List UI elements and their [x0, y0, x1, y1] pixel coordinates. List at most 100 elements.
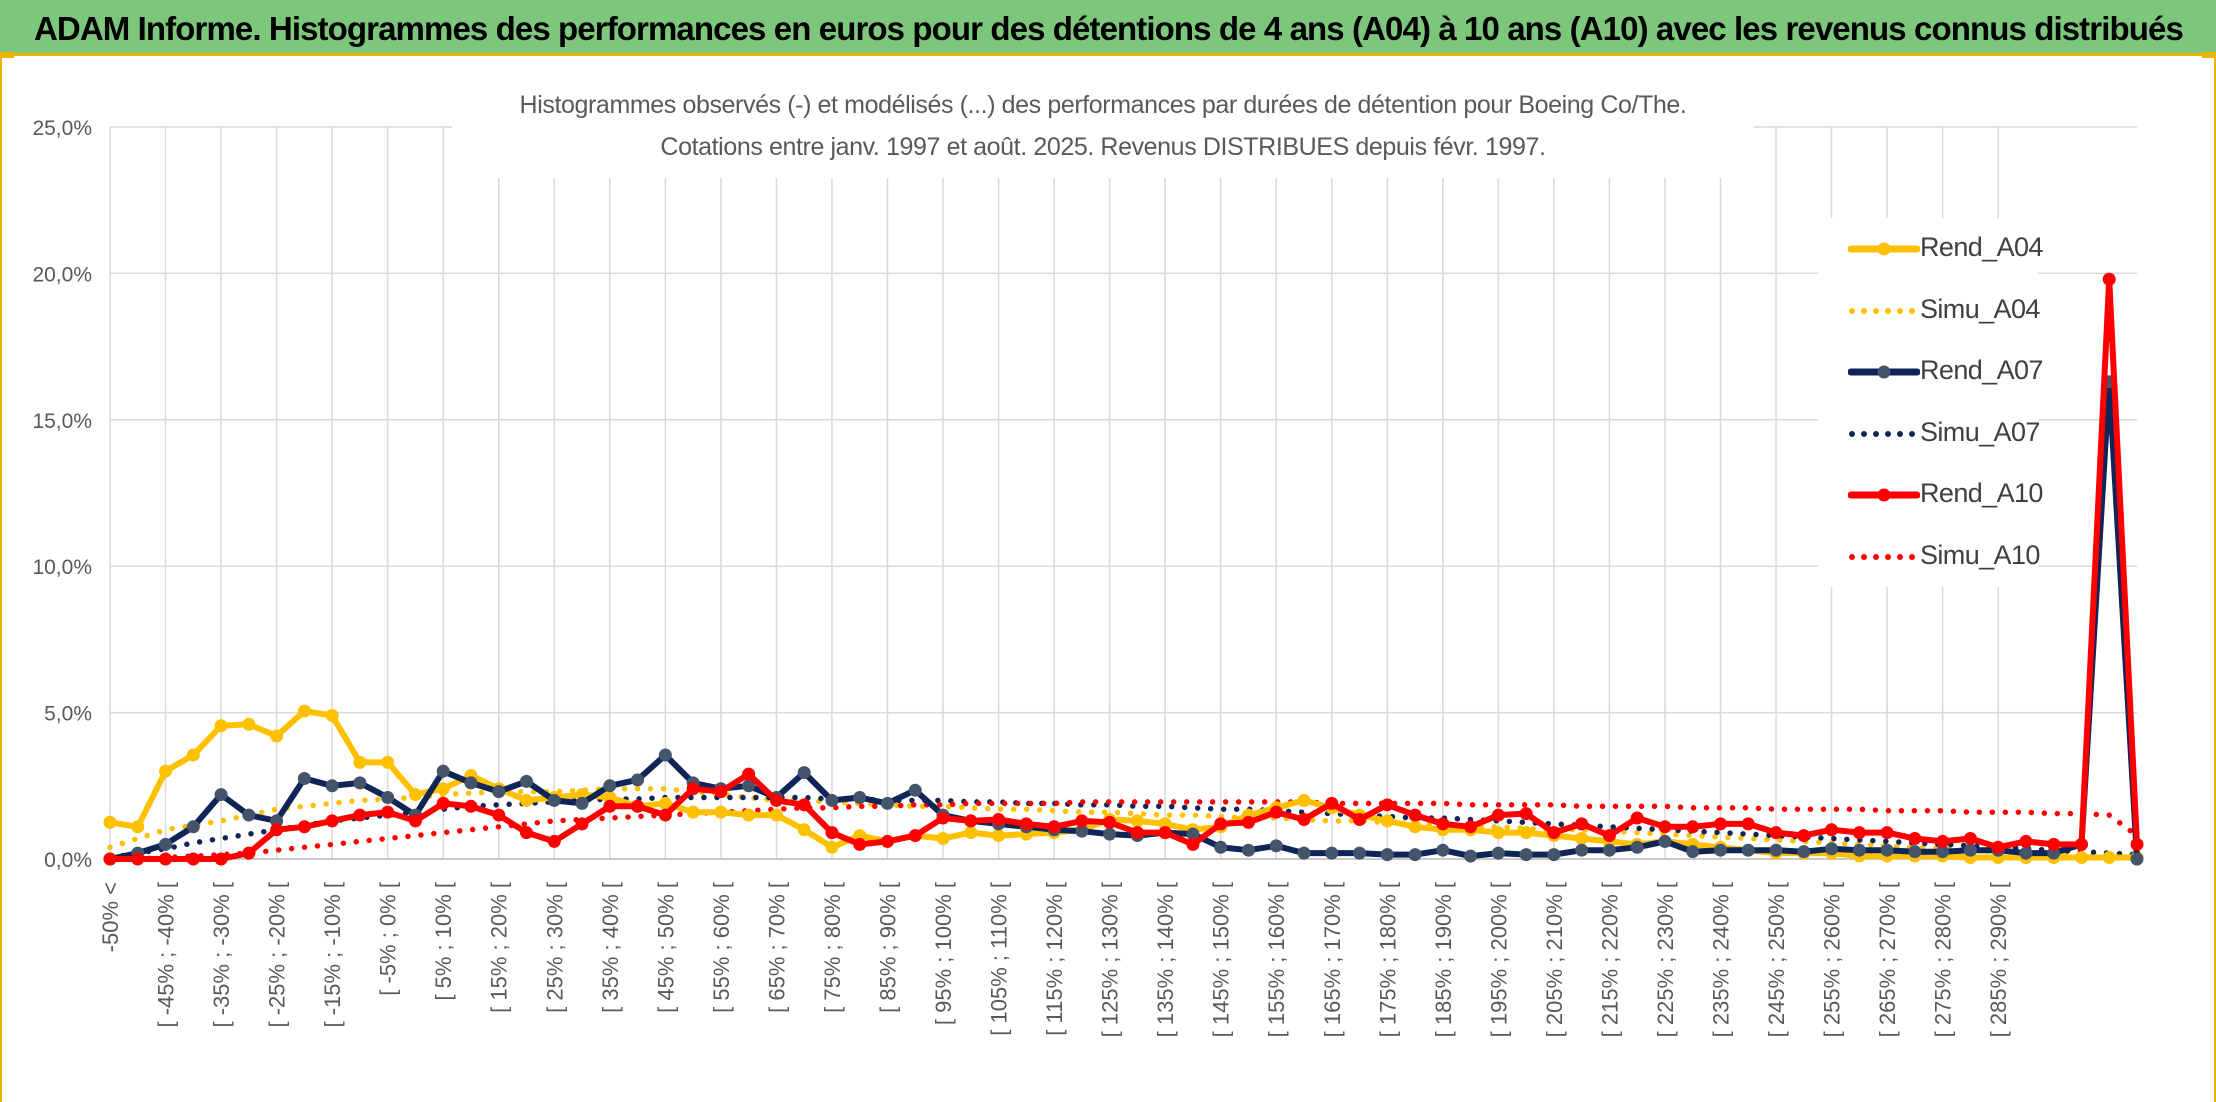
data-point-rend-a04 — [797, 823, 811, 837]
data-point-rend-a04 — [159, 764, 173, 778]
data-point-rend-a10 — [992, 812, 1006, 826]
legend-symbol-simu-a10 — [1849, 553, 1919, 560]
x-tick-label: [ 235% ; 240% [ — [1708, 882, 1733, 1037]
x-tick-label: [ 75% ; 80% [ — [820, 882, 845, 1013]
frame-corner-left — [0, 52, 14, 58]
x-tick-label: [ 45% ; 50% [ — [653, 882, 678, 1013]
data-point-rend-a10 — [325, 814, 339, 828]
data-point-rend-a10 — [1019, 817, 1033, 831]
x-tick-label: [ 265% ; 270% [ — [1875, 882, 1900, 1037]
data-point-rend-a07 — [1408, 848, 1422, 862]
data-point-rend-a04 — [2102, 851, 2116, 865]
data-point-rend-a04 — [1130, 814, 1144, 828]
data-point-rend-a04 — [325, 709, 339, 723]
data-point-rend-a07 — [742, 779, 756, 793]
x-tick-label: [ 115% ; 120% [ — [1042, 882, 1067, 1036]
data-point-rend-a10 — [1797, 829, 1811, 843]
frame-border-left — [0, 56, 2, 1102]
x-tick-label: [ 275% ; 280% [ — [1931, 882, 1956, 1037]
x-axis-ticks: -50% < [ -45% ; -40% [[ -35% ; -30% [[ -2… — [98, 882, 2011, 1037]
data-point-rend-a10 — [714, 785, 728, 799]
legend-label: Rend_A04 — [1920, 232, 2043, 262]
data-point-rend-a04 — [131, 820, 145, 834]
data-point-rend-a10 — [2102, 272, 2116, 286]
data-point-rend-a04 — [992, 829, 1006, 843]
data-point-rend-a10 — [908, 829, 922, 843]
data-point-rend-a07 — [1908, 845, 1922, 859]
series-line-simu-a10 — [107, 799, 2140, 862]
x-tick-label: [ 255% ; 260% [ — [1820, 882, 1845, 1037]
x-tick-label: [ 85% ; 90% [ — [875, 882, 900, 1013]
data-point-rend-a10 — [520, 826, 534, 840]
legend-label: Simu_A07 — [1920, 416, 2040, 447]
data-point-rend-a07 — [214, 788, 228, 802]
data-point-rend-a04 — [2074, 851, 2088, 865]
x-tick-label: [ 175% ; 180% [ — [1375, 882, 1400, 1037]
data-point-rend-a10 — [880, 834, 894, 848]
chart-title-line1: Histogrammes observés (-) et modélisés (… — [519, 91, 1687, 119]
x-tick-label: [ -25% ; -20% [ — [265, 882, 290, 1028]
data-point-rend-a07 — [492, 785, 506, 799]
data-point-rend-a04 — [769, 808, 783, 822]
x-tick-label: [ 105% ; 110% [ — [987, 882, 1012, 1036]
data-point-rend-a10 — [2047, 837, 2061, 851]
data-point-rend-a10 — [1353, 812, 1367, 826]
data-point-rend-a04 — [1380, 814, 1394, 828]
data-point-rend-a10 — [1963, 832, 1977, 846]
data-point-rend-a07 — [1241, 843, 1255, 857]
x-tick-label: [ 135% ; 140% [ — [1153, 882, 1178, 1037]
data-point-rend-a10 — [797, 798, 811, 812]
legend-item-simu-a07: Simu_A07 — [1818, 403, 2040, 465]
histogram-chart: 0,0% 5,0% 10,0% 15,0% 20,0% 25,0% -50% < [ -45… — [32, 117, 2144, 1037]
data-point-rend-a10 — [1130, 826, 1144, 840]
data-point-rend-a07 — [242, 808, 256, 822]
data-point-rend-a10 — [1575, 817, 1589, 831]
data-point-rend-a04 — [103, 815, 117, 829]
x-tick-label: [ 95% ; 100% [ — [931, 882, 956, 1025]
legend-symbol-simu-a07 — [1849, 430, 1919, 437]
data-point-rend-a10 — [575, 817, 589, 831]
x-tick-label: -50% < — [98, 882, 123, 952]
y-axis-ticks: 0,0% 5,0% 10,0% 15,0% 20,0% 25,0% — [32, 117, 92, 872]
legend-symbol-rend-a07 — [1848, 365, 1920, 379]
data-point-rend-a04 — [825, 840, 839, 854]
data-point-rend-a10 — [1408, 808, 1422, 822]
data-point-rend-a04 — [936, 832, 950, 846]
data-point-rend-a10 — [1741, 817, 1755, 831]
data-point-rend-a04 — [520, 793, 534, 807]
x-tick-label: [ 215% ; 220% [ — [1597, 882, 1622, 1037]
frame-border-right — [2214, 56, 2216, 1102]
data-point-rend-a07 — [825, 793, 839, 807]
data-point-rend-a07 — [1464, 849, 1478, 863]
data-point-rend-a07 — [1797, 845, 1811, 859]
data-point-rend-a10 — [1380, 798, 1394, 812]
data-point-rend-a07 — [353, 776, 367, 790]
legend-label: Rend_A10 — [1920, 478, 2043, 508]
data-point-rend-a10 — [1908, 832, 1922, 846]
data-point-rend-a10 — [742, 767, 756, 781]
data-point-rend-a10 — [686, 782, 700, 796]
data-point-rend-a07 — [381, 791, 395, 805]
x-tick-label: [ 185% ; 190% [ — [1431, 882, 1456, 1037]
legend-item-simu-a04: Simu_A04 — [1818, 280, 2040, 342]
chart-title: Histogrammes observés (-) et modélisés (… — [452, 84, 1754, 168]
data-point-rend-a10 — [825, 826, 839, 840]
data-point-rend-a10 — [2130, 837, 2144, 851]
data-point-rend-a07 — [880, 796, 894, 810]
data-point-rend-a07 — [1186, 827, 1200, 841]
x-tick-label: [ -5% ; 0% [ — [376, 882, 401, 996]
data-point-rend-a10 — [242, 846, 256, 860]
data-point-rend-a10 — [1769, 826, 1783, 840]
data-point-rend-a10 — [1880, 826, 1894, 840]
data-point-rend-a07 — [853, 791, 867, 805]
data-point-rend-a10 — [1936, 834, 1950, 848]
x-tick-label: [ 165% ; 170% [ — [1320, 882, 1345, 1037]
data-point-rend-a07 — [325, 779, 339, 793]
legend-item-rend-a07: Rend_A07 — [1818, 341, 2043, 403]
data-point-rend-a10 — [1269, 805, 1283, 819]
data-point-rend-a04 — [214, 719, 228, 733]
data-point-rend-a04 — [1408, 820, 1422, 834]
data-point-rend-a04 — [714, 805, 728, 819]
data-point-rend-a07 — [1880, 843, 1894, 857]
chart-legend: Rend_A04 Simu_A04 Rend_A07 Simu_A07 Rend_A10… — [1818, 218, 2043, 587]
